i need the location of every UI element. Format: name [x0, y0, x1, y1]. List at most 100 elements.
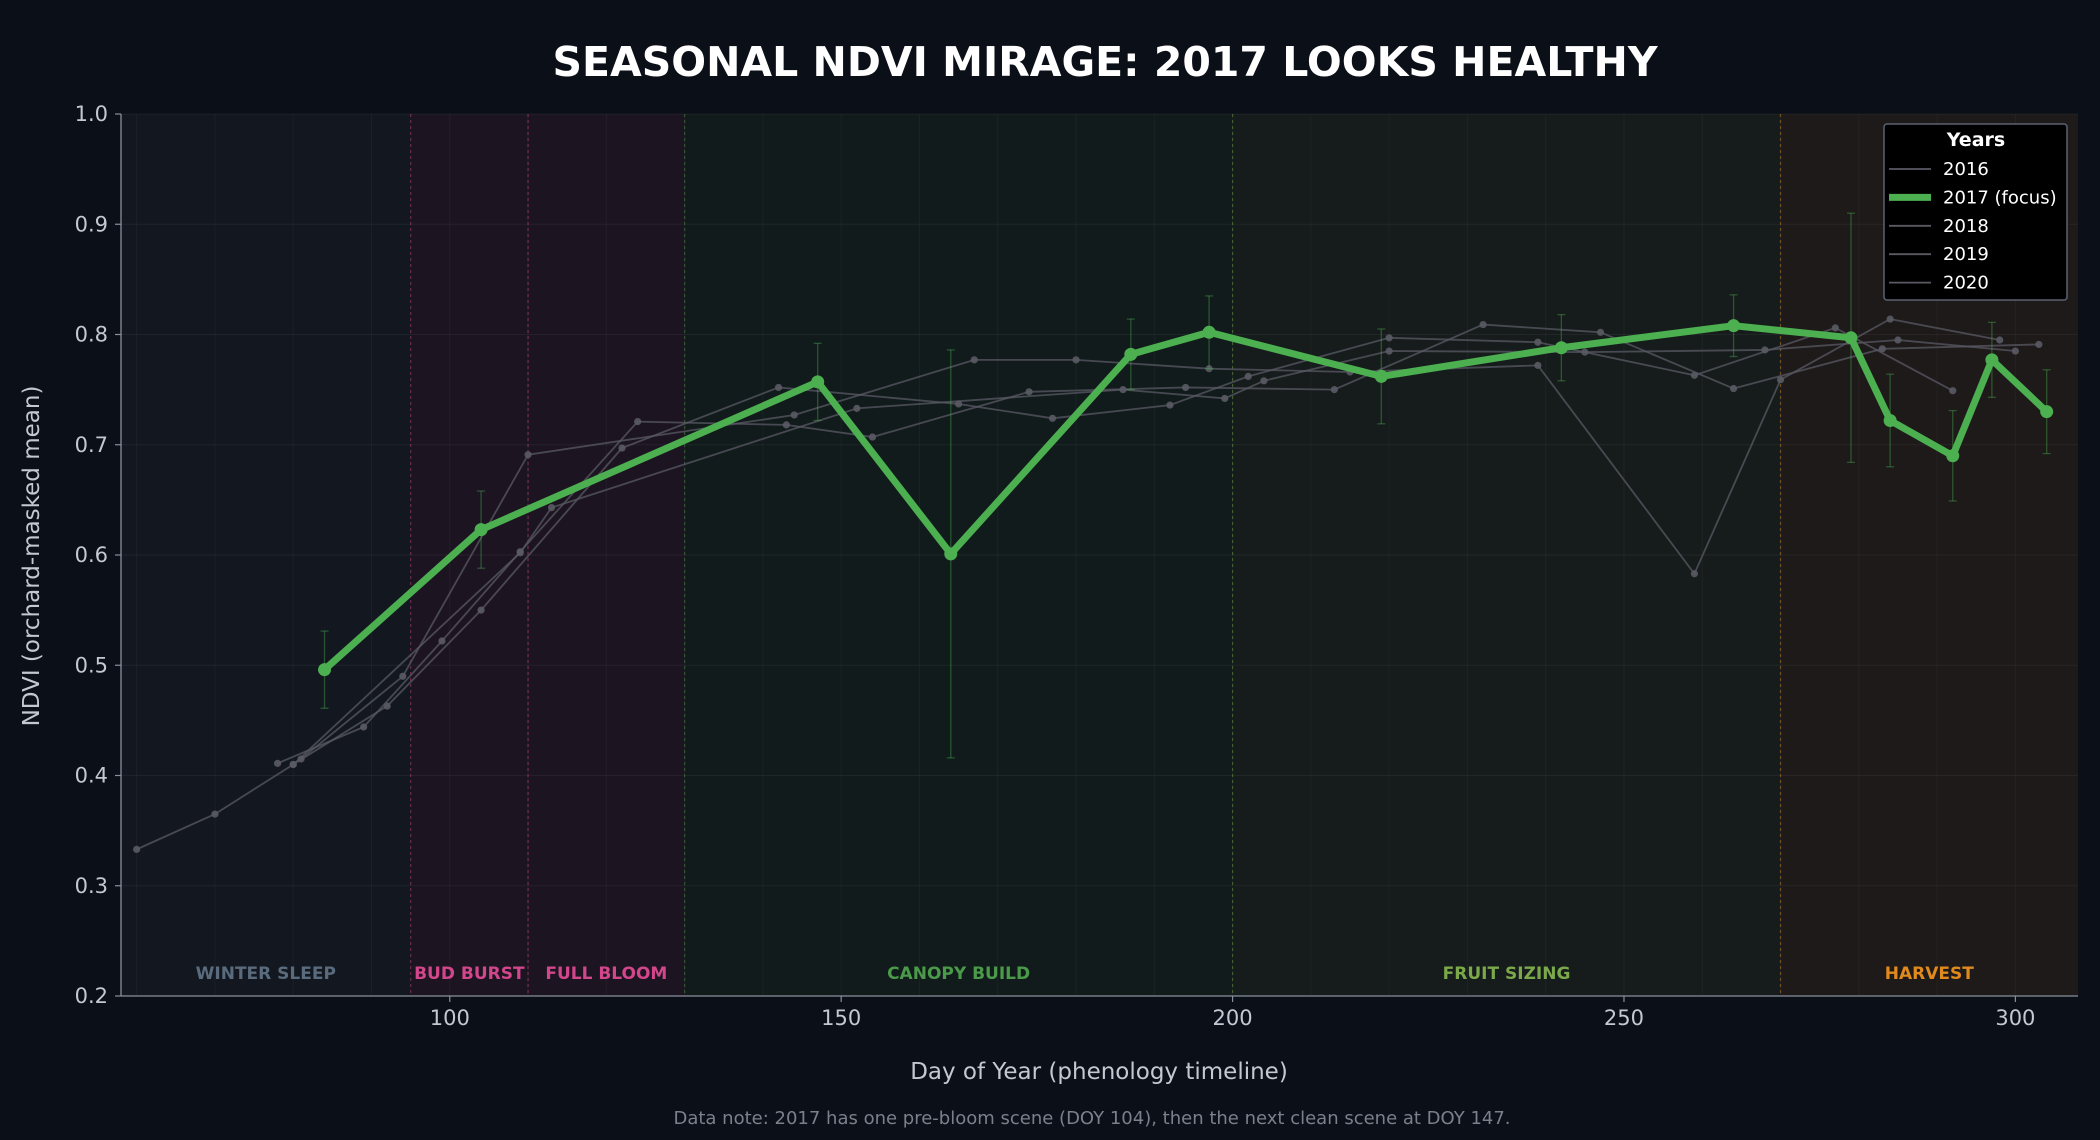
data-point-2018 — [273, 759, 282, 767]
phase-band — [1232, 114, 1781, 996]
phase-label: BUD BURST — [414, 964, 525, 984]
data-point-2018 — [438, 637, 446, 645]
plot-area — [121, 114, 2078, 996]
data-point-2020 — [1761, 346, 1769, 354]
y-tick-label: 0.5 — [75, 653, 108, 677]
data-point-2019 — [1776, 376, 1785, 384]
data-point-2016 — [1048, 414, 1057, 422]
background-series — [133, 315, 2043, 853]
data-point-2016 — [1166, 401, 1174, 409]
data-point-2016 — [1385, 334, 1393, 342]
series-line-2017 — [321, 322, 2051, 674]
data-point-2020 — [547, 503, 556, 512]
data-point-2016 — [477, 606, 485, 614]
data-point-2018 — [1330, 386, 1338, 394]
data-point-2018 — [1878, 345, 1886, 353]
data-point-2016 — [133, 845, 141, 853]
y-tick-label: 1.0 — [75, 102, 108, 126]
data-point-2016 — [1244, 372, 1252, 380]
phase-band — [410, 114, 529, 996]
data-point-2016 — [618, 444, 626, 452]
y-axis-label: NDVI (orchard-masked mean) — [19, 386, 45, 727]
y-tick-label: 0.9 — [75, 212, 108, 236]
phase-label: CANOPY BUILD — [887, 964, 1030, 984]
legend: Years 2016 2017 (focus) 2018 2019 2020 — [1883, 123, 2068, 301]
data-point-2018 — [1729, 384, 1738, 393]
data-point-2018 — [1479, 320, 1487, 329]
data-point-2020 — [1260, 377, 1268, 385]
data-point-2018 — [782, 421, 790, 429]
y-tick-label: 0.4 — [75, 764, 108, 788]
legend-entry: 2019 — [1943, 244, 1989, 265]
data-point-2020 — [516, 549, 524, 557]
data-point-2019 — [399, 672, 407, 680]
focus-series — [318, 319, 2054, 677]
data-point-2017 — [1124, 347, 1138, 361]
data-point-2020 — [1119, 386, 1127, 394]
y-tick-label: 0.3 — [75, 874, 108, 898]
data-point-2017 — [1374, 369, 1388, 383]
phase-label: WINTER SLEEP — [196, 964, 336, 984]
data-point-2018 — [1596, 328, 1605, 336]
data-point-2017 — [1202, 325, 1216, 339]
data-point-2019 — [1690, 570, 1699, 578]
data-point-2019 — [1534, 361, 1542, 369]
phase-label: FRUIT SIZING — [1443, 964, 1571, 984]
data-point-2020 — [2011, 347, 2019, 355]
data-point-2017 — [1844, 331, 1858, 345]
data-point-2019 — [1886, 315, 1894, 323]
x-tick-label: 300 — [1995, 1006, 2035, 1030]
data-point-2018 — [360, 723, 368, 731]
data-point-2017 — [1985, 353, 1999, 367]
phase-label: FULL BLOOM — [545, 964, 667, 984]
data-point-2018 — [1182, 383, 1190, 392]
x-tick-label: 150 — [821, 1006, 861, 1030]
data-point-2018 — [2035, 340, 2043, 349]
data-point-2020 — [1894, 336, 1902, 344]
data-point-2017 — [1883, 413, 1897, 427]
legend-entry: 2017 (focus) — [1943, 187, 2057, 208]
data-point-2019 — [970, 356, 978, 364]
phase-bands — [121, 114, 2078, 996]
data-point-2020 — [1221, 394, 1229, 403]
legend-box — [1883, 123, 2068, 301]
data-point-2018 — [1025, 388, 1033, 396]
data-point-2020 — [1385, 347, 1393, 355]
data-point-2019 — [297, 755, 305, 763]
x-tick-label: 250 — [1604, 1006, 1644, 1030]
data-point-2019 — [790, 411, 798, 419]
data-point-2016 — [1949, 387, 1957, 395]
legend-entry: 2020 — [1943, 273, 1989, 294]
y-tick-label: 0.6 — [75, 543, 108, 567]
y-tick-label: 0.2 — [75, 984, 108, 1008]
y-tick-label: 0.7 — [75, 433, 108, 457]
data-point-2017 — [1946, 449, 1960, 463]
phase-band — [121, 114, 411, 996]
data-point-2017 — [318, 663, 332, 677]
tick-labels: 0.2 0.3 0.4 0.5 0.6 0.7 0.8 0.9 1.0 100 150 200 250 3… — [75, 102, 2036, 1030]
data-point-2019 — [524, 451, 532, 459]
chart-title: SEASONAL NDVI MIRAGE: 2017 LOOKS HEALTHY — [552, 38, 1658, 86]
phase-band — [528, 114, 685, 996]
data-point-2017 — [811, 375, 825, 389]
data-point-2020 — [853, 404, 861, 412]
phase-label: HARVEST — [1885, 964, 1974, 984]
data-point-2018 — [868, 433, 877, 441]
data-point-2019 — [1205, 365, 1213, 373]
phase-band — [684, 114, 1233, 996]
phase-labels: WINTER SLEEP BUD BURST FULL BLOOM CANOPY BU… — [196, 964, 1975, 984]
y-tick-label: 0.8 — [75, 323, 108, 347]
legend-entry: 2016 — [1943, 159, 1989, 180]
data-note: Data note: 2017 has one pre-bloom scene … — [673, 1108, 1510, 1129]
data-point-2017 — [1727, 319, 1741, 333]
data-point-2017 — [944, 547, 958, 561]
data-point-2016 — [211, 810, 219, 818]
series-line-2020 — [292, 339, 2016, 766]
x-axis-label: Day of Year (phenology timeline) — [910, 1059, 1288, 1085]
data-point-2017 — [1554, 341, 1568, 355]
data-point-2016 — [774, 383, 783, 392]
data-point-2020 — [289, 760, 297, 769]
data-point-2017 — [2040, 405, 2054, 419]
series-line-2016 — [136, 326, 1954, 851]
